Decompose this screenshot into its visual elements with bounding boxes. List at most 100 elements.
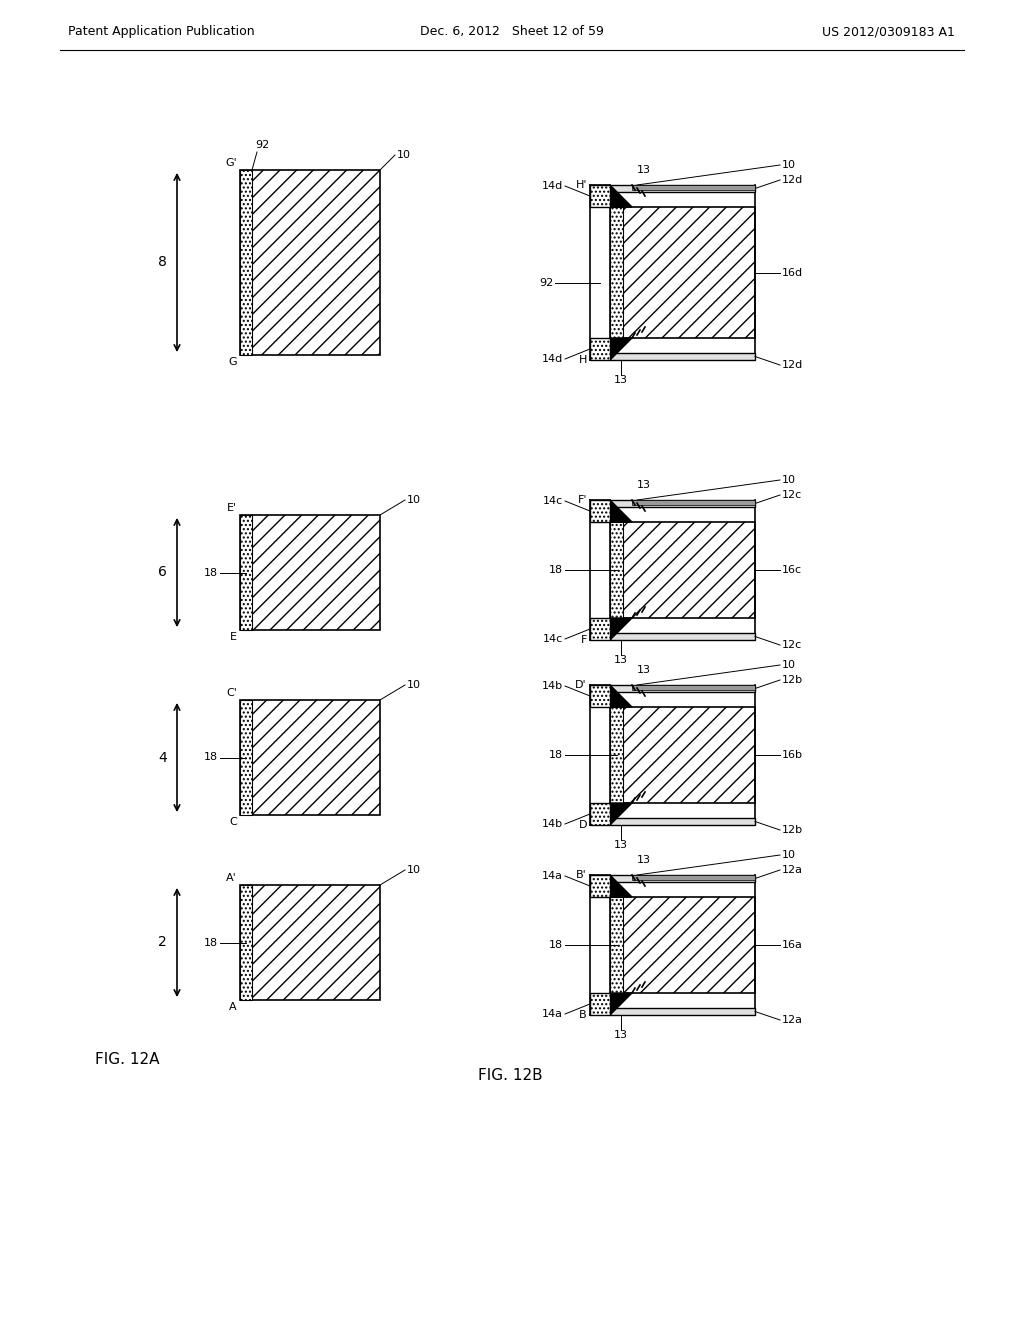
- Text: A': A': [226, 873, 237, 883]
- Text: 13: 13: [614, 375, 628, 385]
- Text: 18: 18: [549, 750, 563, 760]
- Text: 10: 10: [397, 150, 411, 160]
- Bar: [610, 521, 755, 618]
- Bar: [590, 875, 610, 898]
- Polygon shape: [610, 875, 632, 898]
- Text: 13: 13: [614, 840, 628, 850]
- Bar: [610, 207, 755, 338]
- Text: 18: 18: [549, 565, 563, 576]
- Text: 12c: 12c: [782, 640, 802, 649]
- Text: 10: 10: [782, 660, 796, 671]
- Bar: [610, 1008, 755, 1015]
- Text: 92: 92: [255, 140, 269, 150]
- Text: 16c: 16c: [782, 565, 802, 576]
- Text: 18: 18: [204, 937, 218, 948]
- Bar: [610, 898, 755, 993]
- Text: 13: 13: [614, 655, 628, 665]
- Text: 14b: 14b: [542, 681, 563, 690]
- Polygon shape: [610, 500, 632, 521]
- Bar: [610, 898, 623, 993]
- Text: G: G: [228, 356, 237, 367]
- Text: E: E: [230, 632, 237, 642]
- Polygon shape: [610, 685, 632, 708]
- Text: D': D': [575, 680, 587, 690]
- Text: 14c: 14c: [543, 634, 563, 644]
- Text: Dec. 6, 2012   Sheet 12 of 59: Dec. 6, 2012 Sheet 12 of 59: [420, 25, 604, 38]
- Text: H: H: [579, 355, 587, 366]
- Polygon shape: [610, 803, 632, 825]
- Bar: [240, 700, 380, 814]
- Bar: [610, 500, 755, 507]
- Text: 12d: 12d: [782, 176, 803, 185]
- Text: 14d: 14d: [542, 354, 563, 364]
- Text: 10: 10: [782, 475, 796, 484]
- Polygon shape: [610, 993, 632, 1015]
- Bar: [610, 352, 755, 360]
- Text: 10: 10: [782, 850, 796, 861]
- Bar: [240, 884, 252, 1001]
- Text: 13: 13: [637, 665, 651, 675]
- Text: 12c: 12c: [782, 490, 802, 500]
- Bar: [632, 185, 755, 190]
- Text: 18: 18: [549, 940, 563, 950]
- Text: E': E': [227, 503, 237, 513]
- Bar: [240, 700, 252, 814]
- Text: 13: 13: [637, 480, 651, 490]
- Text: 13: 13: [614, 1030, 628, 1040]
- Text: 6: 6: [158, 565, 167, 579]
- Bar: [610, 521, 623, 618]
- Bar: [610, 634, 755, 640]
- Text: H': H': [575, 180, 587, 190]
- Text: C': C': [226, 688, 237, 698]
- Bar: [590, 993, 610, 1015]
- Text: 16a: 16a: [782, 940, 803, 950]
- Bar: [590, 618, 610, 640]
- Text: B': B': [577, 870, 587, 880]
- Text: FIG. 12A: FIG. 12A: [95, 1052, 160, 1068]
- Bar: [590, 500, 610, 521]
- Polygon shape: [610, 338, 632, 360]
- Text: C: C: [229, 817, 237, 828]
- Text: 18: 18: [204, 568, 218, 578]
- Text: F': F': [578, 495, 587, 506]
- Bar: [590, 803, 610, 825]
- Text: 16b: 16b: [782, 750, 803, 760]
- Text: 12d: 12d: [782, 360, 803, 370]
- Bar: [590, 685, 610, 708]
- Text: 14c: 14c: [543, 496, 563, 506]
- Text: US 2012/0309183 A1: US 2012/0309183 A1: [822, 25, 955, 38]
- Bar: [610, 708, 623, 803]
- Bar: [240, 170, 252, 355]
- Bar: [240, 515, 252, 630]
- Bar: [632, 875, 755, 880]
- Text: 13: 13: [637, 165, 651, 176]
- Text: 13: 13: [637, 855, 651, 865]
- Text: 12a: 12a: [782, 1015, 803, 1026]
- Bar: [240, 884, 380, 1001]
- Text: A: A: [229, 1002, 237, 1012]
- Text: 12b: 12b: [782, 825, 803, 836]
- Text: 92: 92: [539, 277, 553, 288]
- Text: D: D: [579, 820, 587, 830]
- Bar: [610, 685, 755, 692]
- Text: 16d: 16d: [782, 268, 803, 277]
- Bar: [610, 875, 755, 882]
- Text: 10: 10: [782, 160, 796, 170]
- Text: B: B: [580, 1010, 587, 1020]
- Text: 14d: 14d: [542, 181, 563, 191]
- Bar: [632, 685, 755, 690]
- Text: Patent Application Publication: Patent Application Publication: [68, 25, 255, 38]
- Polygon shape: [610, 618, 632, 640]
- Text: 2: 2: [159, 936, 167, 949]
- Text: F: F: [581, 635, 587, 645]
- Text: G': G': [225, 158, 237, 168]
- Bar: [590, 338, 610, 360]
- Text: 10: 10: [407, 495, 421, 506]
- Text: 10: 10: [407, 680, 421, 690]
- Polygon shape: [610, 185, 632, 207]
- Text: FIG. 12B: FIG. 12B: [478, 1068, 543, 1082]
- Text: 14a: 14a: [542, 1008, 563, 1019]
- Text: 18: 18: [204, 752, 218, 763]
- Bar: [590, 185, 610, 207]
- Text: 10: 10: [407, 865, 421, 875]
